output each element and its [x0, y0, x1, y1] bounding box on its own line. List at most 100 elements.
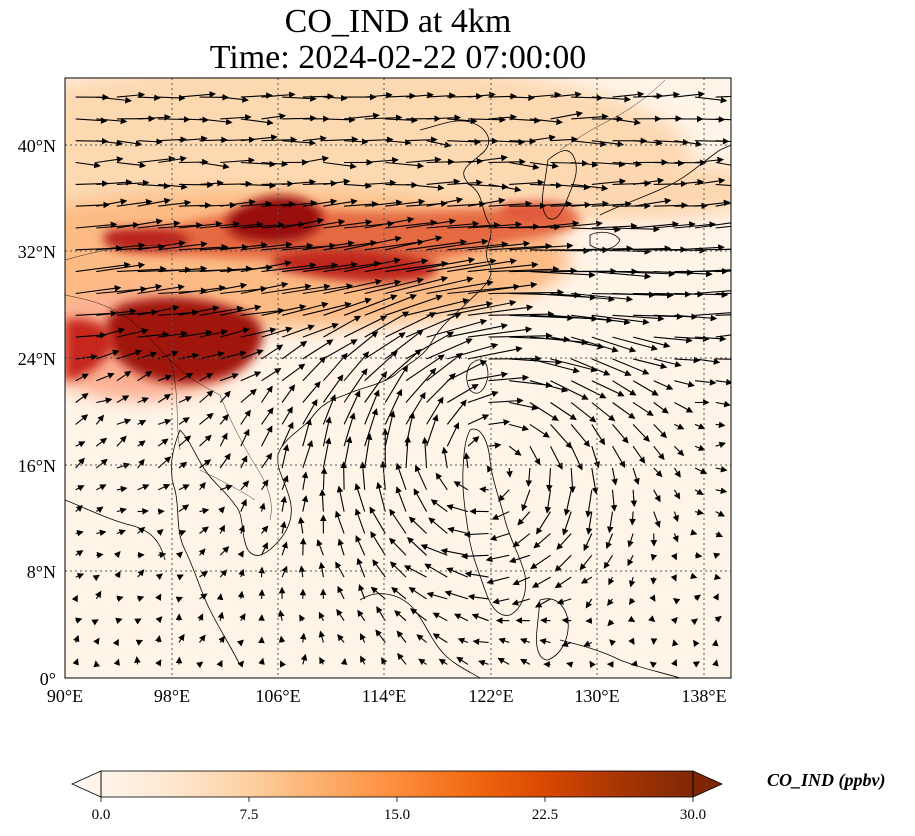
wind-arrow	[96, 179, 133, 186]
wind-arrow	[632, 402, 654, 417]
wind-arrow	[571, 292, 634, 303]
wind-arrow	[282, 115, 317, 122]
wind-arrow	[158, 199, 192, 207]
wind-arrow	[488, 442, 502, 449]
wind-arrow	[413, 488, 428, 512]
wind-arrow	[653, 221, 696, 229]
wind-arrow	[175, 656, 183, 665]
wind-arrow	[337, 585, 345, 600]
wind-arrow	[715, 378, 731, 386]
wind-arrow	[137, 458, 145, 469]
wind-arrow	[116, 507, 127, 514]
wind-arrow	[585, 489, 593, 518]
wind-arrow	[323, 297, 372, 316]
wind-arrow	[715, 531, 723, 538]
wind-arrow	[343, 390, 361, 425]
wind-arrow	[571, 314, 631, 326]
wind-arrow	[116, 91, 146, 99]
wind-arrow	[509, 267, 578, 274]
wind-arrow	[364, 199, 403, 207]
wind-arrow	[178, 484, 190, 491]
wind-arrow	[96, 96, 132, 104]
wind-arrow	[674, 380, 695, 388]
wind-arrow	[632, 336, 671, 349]
wind-arrow	[137, 114, 172, 121]
wind-arrow	[389, 508, 407, 534]
wind-arrow	[323, 178, 351, 186]
wind-arrow	[512, 533, 531, 548]
wind-arrow	[673, 489, 681, 500]
wind-arrow	[571, 113, 609, 120]
wind-arrow	[302, 283, 354, 295]
wind-arrow	[467, 240, 531, 251]
xtick-label: 90°E	[46, 686, 84, 706]
wind-arrow	[96, 198, 128, 207]
wind-arrow	[280, 495, 287, 512]
wind-arrow	[116, 179, 150, 187]
wind-arrow	[137, 526, 146, 534]
wind-arrow	[364, 371, 388, 403]
wind-arrow	[137, 569, 145, 578]
wind-arrow	[385, 198, 426, 207]
wind-arrow	[299, 537, 307, 556]
wind-arrow	[219, 390, 231, 403]
wind-arrow	[715, 183, 731, 187]
wind-arrow	[405, 367, 437, 403]
wind-arrow	[178, 504, 190, 513]
wind-arrow	[240, 498, 247, 512]
colorbar-tick-label: 22.5	[531, 807, 559, 823]
wind-arrow	[137, 420, 147, 426]
wind-arrow	[219, 546, 230, 556]
wind-arrow	[426, 301, 494, 316]
wind-arrow	[282, 283, 331, 295]
wind-arrow	[653, 247, 707, 254]
wind-arrow	[612, 380, 637, 396]
wind-arrow	[258, 657, 265, 665]
colorbar-ramp	[101, 771, 693, 797]
wind-arrow	[302, 398, 318, 425]
wind-arrow	[240, 409, 251, 425]
wind-arrow	[628, 597, 636, 606]
wind-arrow	[447, 360, 488, 382]
wind-arrow	[220, 199, 256, 207]
wind-arrow	[157, 483, 171, 491]
wind-arrow	[137, 331, 170, 338]
wind-arrow	[389, 537, 407, 556]
wind-arrow	[591, 95, 631, 103]
wind-arrow	[580, 576, 593, 584]
wind-arrow	[579, 554, 593, 571]
wind-arrow	[385, 235, 443, 251]
wind-arrow	[199, 179, 224, 187]
coastline-kyushu	[589, 231, 621, 250]
wind-arrow	[281, 406, 293, 425]
wind-arrow	[261, 113, 286, 120]
wind-arrow	[531, 576, 551, 588]
wind-arrow	[713, 552, 721, 559]
wind-arrow	[236, 639, 245, 647]
wind-arrow	[591, 222, 638, 230]
wind-arrow	[176, 574, 184, 581]
wind-arrow	[633, 139, 663, 147]
wind-arrow	[384, 388, 403, 425]
wind-arrow	[340, 658, 348, 666]
wind-arrow	[369, 506, 386, 534]
wind-arrow	[591, 140, 625, 148]
wind-arrow	[426, 158, 455, 166]
wind-arrow	[218, 635, 225, 644]
chart-title: CO_IND at 4km	[284, 3, 512, 40]
wind-arrow	[302, 135, 327, 142]
wind-arrow	[199, 634, 206, 643]
wind-arrow	[612, 180, 652, 187]
wind-arrow	[612, 270, 676, 278]
wind-arrow	[715, 140, 731, 143]
wind-arrow	[323, 278, 383, 295]
wind-arrow	[550, 183, 591, 191]
wind-arrow	[591, 160, 626, 168]
wind-arrow	[509, 554, 531, 564]
wind-arrow	[715, 441, 726, 449]
colorbar	[71, 770, 723, 802]
wind-arrow	[199, 526, 209, 534]
wind-arrow	[488, 93, 517, 100]
wind-arrow	[715, 510, 725, 517]
